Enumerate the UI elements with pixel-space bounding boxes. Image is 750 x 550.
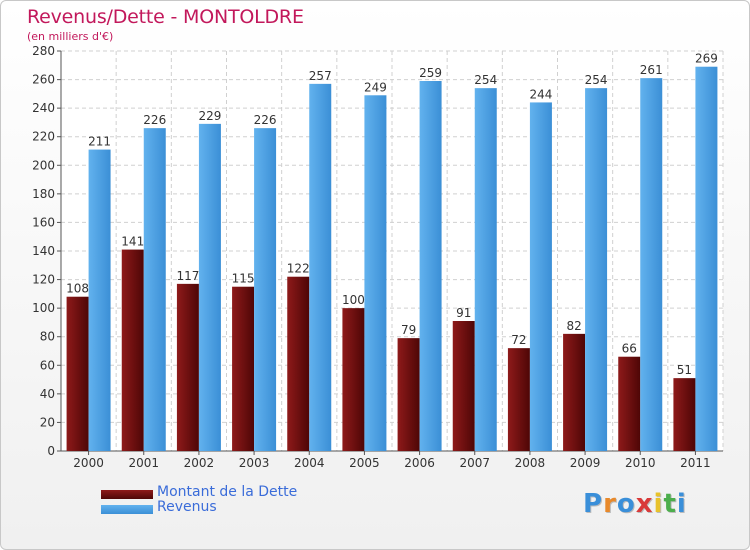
y-tick-label: 260: [32, 73, 55, 87]
legend-label-dette: Montant de la Dette: [157, 484, 298, 500]
data-label-dette: 108: [66, 282, 89, 296]
x-tick-label: 2007: [459, 456, 490, 470]
bar-dette: [176, 283, 199, 451]
data-label-dette: 100: [342, 293, 365, 307]
x-tick-label: 2008: [515, 456, 546, 470]
data-label-dette: 82: [566, 319, 581, 333]
bar-dette: [507, 348, 530, 451]
x-tick-label: 2001: [128, 456, 159, 470]
data-label-dette: 79: [401, 323, 416, 337]
x-tick-label: 2000: [73, 456, 104, 470]
legend-swatch-dette: [101, 490, 153, 499]
bar-revenus: [364, 95, 387, 452]
data-label-revenus: 226: [143, 113, 166, 127]
y-tick-label: 0: [47, 444, 55, 458]
bar-revenus: [143, 128, 166, 451]
data-label-revenus: 257: [309, 69, 332, 83]
data-label-revenus: 229: [198, 109, 221, 123]
data-label-revenus: 261: [640, 63, 663, 77]
x-tick-label: 2006: [404, 456, 435, 470]
data-label-dette: 66: [622, 342, 637, 356]
x-tick-label: 2005: [349, 456, 380, 470]
data-label-revenus: 269: [695, 52, 718, 66]
x-tick-label: 2010: [625, 456, 656, 470]
bar-dette: [397, 338, 420, 451]
bar-revenus: [640, 78, 663, 452]
data-label-revenus: 254: [585, 73, 608, 87]
bar-revenus: [254, 128, 277, 451]
bar-revenus: [474, 88, 497, 452]
data-label-dette: 141: [121, 235, 144, 249]
y-tick-label: 100: [32, 301, 55, 315]
y-tick-label: 240: [32, 101, 55, 115]
data-label-dette: 72: [511, 333, 526, 347]
x-tick-label: 2003: [239, 456, 270, 470]
chart-title: Revenus/Dette - MONTOLDRE: [27, 6, 304, 28]
bar-revenus: [419, 81, 442, 451]
bar-dette: [563, 333, 586, 451]
bar-revenus: [529, 102, 552, 451]
x-tick-label: 2004: [294, 456, 325, 470]
chart-subtitle: (en milliers d'€): [27, 30, 114, 43]
y-tick-label: 200: [32, 158, 55, 172]
x-tick-label: 2002: [184, 456, 215, 470]
y-tick-label: 80: [40, 330, 55, 344]
bar-revenus: [585, 88, 608, 452]
data-label-revenus: 244: [529, 87, 552, 101]
bar-dette: [342, 308, 365, 451]
x-tick-label: 2011: [680, 456, 711, 470]
data-label-dette: 117: [176, 269, 199, 283]
y-tick-label: 220: [32, 130, 55, 144]
bar-dette: [232, 286, 255, 451]
data-label-dette: 91: [456, 306, 471, 320]
legend-swatch-revenus: [101, 505, 153, 514]
data-label-revenus: 226: [254, 113, 277, 127]
bar-dette: [618, 356, 641, 451]
y-tick-label: 20: [40, 415, 55, 429]
y-tick-label: 140: [32, 244, 55, 258]
y-tick-label: 120: [32, 273, 55, 287]
bar-revenus: [88, 149, 111, 452]
data-label-dette: 51: [677, 363, 692, 377]
data-label-revenus: 254: [474, 73, 497, 87]
y-tick-label: 160: [32, 215, 55, 229]
data-label-dette: 122: [287, 262, 310, 276]
data-label-revenus: 259: [419, 66, 442, 80]
y-tick-label: 40: [40, 387, 55, 401]
bar-dette: [452, 321, 475, 451]
bar-revenus: [198, 123, 221, 451]
data-label-revenus: 211: [88, 135, 111, 149]
bar-dette: [121, 249, 144, 451]
bar-revenus: [695, 66, 718, 451]
data-label-dette: 115: [232, 272, 255, 286]
proxiti-logo: Proxiti: [583, 489, 687, 519]
bar-dette: [66, 296, 89, 451]
bar-dette: [673, 378, 696, 451]
bar-revenus: [309, 83, 332, 451]
y-tick-label: 280: [32, 44, 55, 58]
x-tick-label: 2009: [570, 456, 601, 470]
y-tick-label: 60: [40, 358, 55, 372]
y-tick-label: 180: [32, 187, 55, 201]
legend-label-revenus: Revenus: [157, 499, 217, 515]
data-label-revenus: 249: [364, 80, 387, 94]
bar-dette: [287, 276, 310, 451]
